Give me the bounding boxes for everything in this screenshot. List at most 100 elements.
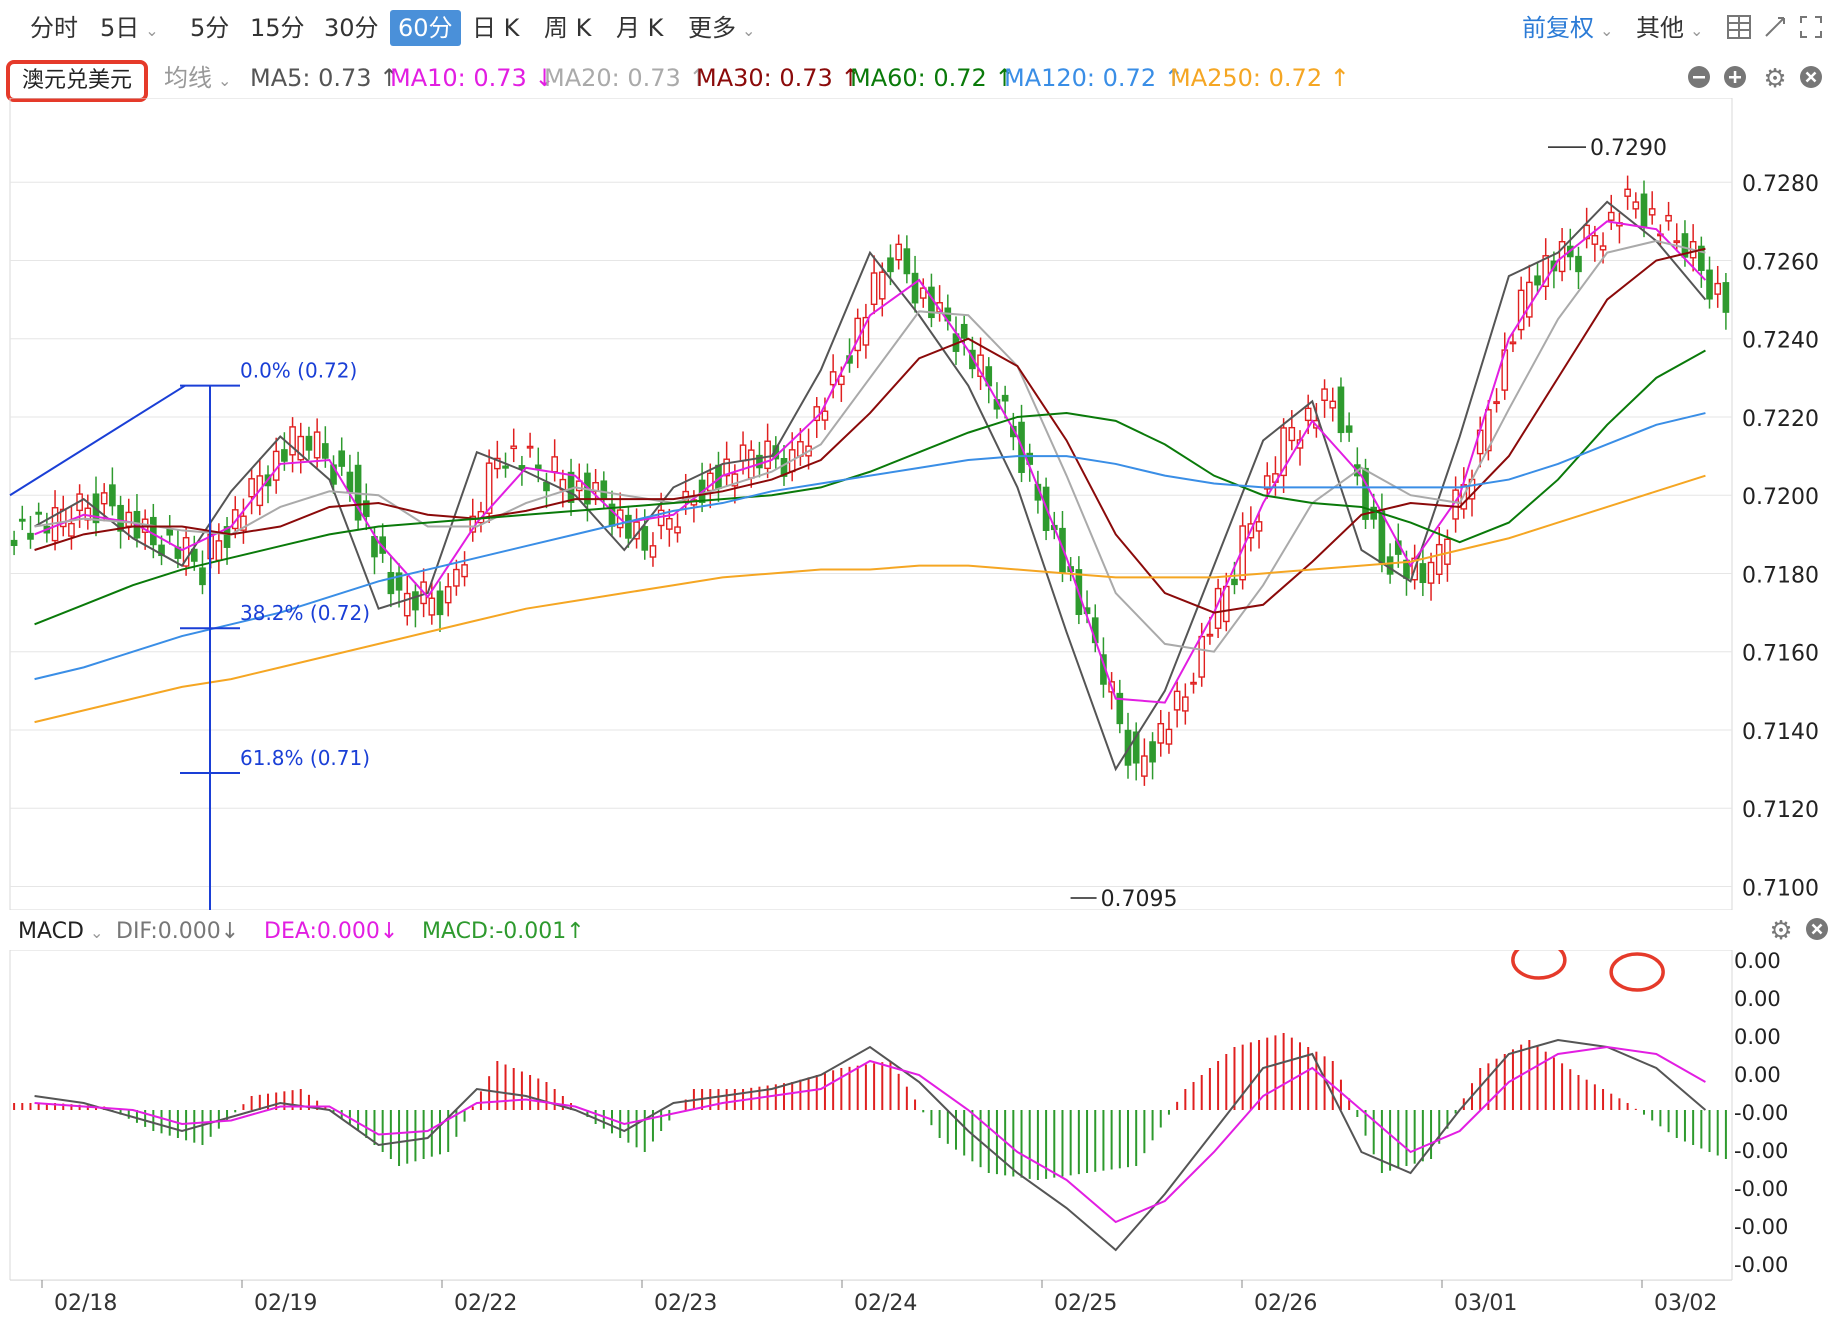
candle-body [1591, 235, 1599, 245]
ma-legend-row: 澳元兑美元 均线 ⌄ MA5: 0.73 ↑ MA10: 0.73 ↓ MA20: 0… [0, 58, 1848, 102]
price-tick-label: 0.7100 [1742, 876, 1819, 901]
chevron-down-icon: ⌄ [1600, 21, 1614, 40]
tab-label: 周 K [544, 14, 592, 42]
candle-body [674, 526, 681, 534]
fib-level-label: 0.0% (0.72) [240, 359, 357, 383]
candle-body [838, 375, 845, 386]
candle-body [1263, 475, 1271, 490]
candle-body [1165, 728, 1173, 745]
close-icon[interactable] [1796, 64, 1826, 94]
candle-body [1607, 211, 1615, 221]
candle-body [395, 572, 403, 591]
tab-label: 日 K [472, 14, 520, 42]
ma-line-ma120 [34, 412, 1706, 681]
date-tick-label: 03/01 [1454, 1291, 1517, 1316]
candle-body [362, 500, 370, 518]
candle-body [1706, 269, 1713, 300]
add-icon[interactable] [1720, 64, 1750, 94]
macd-legend-row: MACD ⌄ DIF:0.000↓ DEA:0.000↓ MACD:-0.001↑… [0, 914, 1848, 950]
chevron-down-icon: ⌄ [1690, 21, 1704, 40]
indicator-label: 均线 [164, 64, 212, 92]
macd-dropdown[interactable]: MACD ⌄ [18, 916, 103, 949]
candle-body [731, 473, 739, 487]
date-axis: 02/18 02/19 02/22 02/23 02/24 02/25 02/26 03/01… [10, 1280, 1732, 1316]
candle-body [1640, 193, 1648, 229]
date-tick-label: 02/19 [254, 1291, 317, 1316]
ma-legend-item: MA250: 0.72 ↑ [1170, 64, 1350, 92]
candle-body [1698, 245, 1705, 271]
candle-body [666, 517, 673, 530]
candle-body [723, 458, 730, 477]
candle-body [764, 440, 771, 470]
candle-body [1337, 386, 1345, 434]
candle-body [403, 592, 411, 617]
gear-icon[interactable]: ⚙ [1763, 64, 1787, 94]
macd-tick-label: 0.00 [1734, 950, 1781, 973]
candle-body [870, 272, 878, 306]
candle-body [412, 591, 419, 611]
candle-body [199, 567, 206, 586]
gear-icon[interactable]: ⚙ [1769, 916, 1793, 946]
candle-body [289, 426, 296, 456]
other-dropdown[interactable]: 其他 ⌄ [1636, 10, 1703, 46]
fullscreen-icon[interactable] [1796, 14, 1826, 44]
macd-chart[interactable]: 0.00 0.00 0.00 0.00 -0.00 -0.00 -0.00 -0.00 -0.0… [0, 950, 1848, 1280]
tab-period-6[interactable]: 日 K [464, 10, 527, 46]
candle-body [747, 449, 755, 479]
macd-label: MACD [18, 919, 84, 944]
tab-period-2[interactable]: 5分 [182, 10, 237, 46]
tab-period-0[interactable]: 分时 [22, 10, 86, 46]
indicator-dropdown[interactable]: 均线 ⌄ [164, 62, 231, 97]
candle-body [1378, 510, 1386, 564]
candle-body [534, 464, 542, 470]
ma-line-ma60 [34, 349, 1706, 626]
candle-body [182, 537, 190, 567]
candle-body [150, 516, 157, 546]
candle-body [1198, 635, 1206, 678]
candle-body [297, 435, 305, 461]
minimize-icon[interactable] [1684, 64, 1714, 94]
macd-tick-label: 0.00 [1734, 987, 1781, 1011]
candle-body [1673, 240, 1681, 244]
candle-body [1665, 214, 1672, 222]
candle-body [829, 371, 837, 386]
tab-period-9[interactable]: 更多 ⌄ [680, 10, 763, 46]
price-tick-label: 0.7240 [1742, 329, 1819, 354]
candle-body [919, 287, 927, 299]
macd-value-label: MACD:-0.001↑ [422, 919, 585, 944]
tab-label: 15分 [250, 14, 305, 42]
candle-body [1222, 585, 1230, 623]
ma-line-ma10 [34, 220, 1707, 704]
tab-label: 5分 [190, 14, 230, 42]
fib-trend-line [9, 384, 186, 497]
tab-period-4[interactable]: 30分 [316, 10, 387, 46]
candle-body [1435, 543, 1443, 575]
grid-icon[interactable] [1724, 14, 1754, 44]
candle-body [551, 456, 558, 473]
tab-period-8[interactable]: 月 K [608, 10, 671, 46]
tab-label: 月 K [616, 14, 664, 42]
date-tick-label: 02/18 [54, 1291, 117, 1316]
adjust-dropdown[interactable]: 前复权 ⌄ [1522, 10, 1613, 46]
candle-body [1362, 467, 1369, 520]
candle-body [756, 454, 763, 469]
tab-period-7[interactable]: 周 K [536, 10, 599, 46]
candlestick-chart[interactable]: 0.7280 0.7260 0.7240 0.7220 0.7200 0.7180 0.71… [0, 98, 1848, 910]
close-icon[interactable] [1802, 916, 1832, 946]
ma-legend-item: MA20: 0.73 ↑ [544, 64, 709, 92]
candle-body [641, 526, 649, 551]
tab-period-1[interactable]: 5日 ⌄ [92, 10, 167, 46]
candle-body [1255, 521, 1263, 532]
price-tick-label: 0.7200 [1742, 485, 1819, 510]
candle-body [895, 243, 902, 261]
candle-body [1141, 755, 1148, 777]
symbol-label[interactable]: 澳元兑美元 [6, 60, 149, 102]
macd-dea-line [34, 1045, 1706, 1224]
ma-legend-item: MA120: 0.72 ↑ [1004, 64, 1184, 92]
crosshair-icon[interactable] [1760, 14, 1790, 44]
candle-body [510, 445, 518, 450]
candle-body [461, 564, 468, 578]
tab-period-5[interactable]: 60分 [390, 10, 461, 46]
candle-body [1632, 201, 1640, 210]
tab-period-3[interactable]: 15分 [242, 10, 313, 46]
